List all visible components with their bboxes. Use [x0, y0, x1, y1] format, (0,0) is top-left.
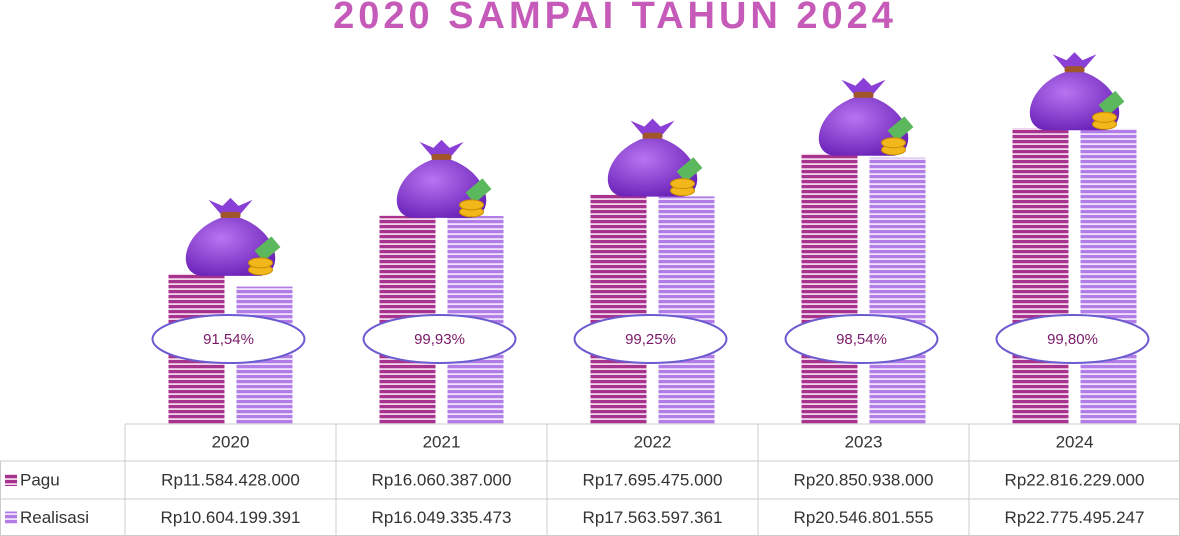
- chart-title: 2020 SAMPAI TAHUN 2024: [333, 0, 897, 37]
- coin: [1093, 112, 1117, 122]
- plot-area: 91,54% 99,93% 99,25% 98,54% 99,80%: [153, 52, 1149, 424]
- annotation: 99,80%: [1047, 331, 1098, 348]
- table-value: Rp16.049.335.473: [372, 508, 512, 527]
- table-value: Rp16.060.387.000: [372, 470, 512, 489]
- legend-swatch: [5, 512, 17, 524]
- coin: [249, 258, 273, 268]
- bag-tie: [842, 78, 886, 94]
- bag-neck: [432, 154, 452, 161]
- coin: [460, 200, 484, 210]
- coin: [882, 138, 906, 148]
- money-bag-icon: [819, 78, 914, 156]
- bar: [1081, 129, 1137, 424]
- annotation: 99,93%: [414, 331, 465, 348]
- chart: 2020 SAMPAI TAHUN 2024 91,54% 99,93% 99,25…: [0, 0, 1180, 536]
- x-tick-label: 2024: [1056, 432, 1094, 451]
- legend-label: Realisasi: [20, 508, 89, 527]
- x-tick-label: 2022: [634, 432, 672, 451]
- table-value: Rp10.604.199.391: [161, 508, 301, 527]
- data-table: 2020 2021 2022 2023 2024 Pagu Rp11.584.428.000…: [0, 424, 1180, 536]
- money-bag-icon: [397, 140, 492, 218]
- bag-tie: [420, 140, 464, 156]
- money-bag-icon: [186, 198, 281, 276]
- bag-tie: [209, 198, 253, 214]
- table-value: Rp17.563.597.361: [583, 508, 723, 527]
- legend-swatch: [5, 474, 17, 486]
- bar: [659, 196, 715, 424]
- table-value: Rp22.816.229.000: [1005, 470, 1145, 489]
- bag-tie: [631, 119, 675, 135]
- coin: [671, 179, 695, 189]
- annotation: 99,25%: [625, 331, 676, 348]
- bar: [1013, 128, 1069, 424]
- table-value: Rp20.546.801.555: [794, 508, 934, 527]
- bag-tie: [1053, 52, 1097, 68]
- table-value: Rp22.775.495.247: [1005, 508, 1145, 527]
- x-tick-label: 2023: [845, 432, 883, 451]
- table-value: Rp11.584.428.000: [161, 470, 300, 489]
- bar: [870, 158, 926, 424]
- x-tick-label: 2020: [212, 432, 250, 451]
- bar: [591, 195, 647, 424]
- annotation: 91,54%: [203, 331, 254, 348]
- table-value: Rp20.850.938.000: [794, 470, 934, 489]
- bag-neck: [221, 212, 241, 219]
- bar: [802, 154, 858, 424]
- table-value: Rp17.695.475.000: [583, 470, 723, 489]
- legend-label: Pagu: [20, 470, 60, 489]
- bag-neck: [854, 92, 874, 99]
- bag-neck: [643, 133, 663, 140]
- x-tick-label: 2021: [423, 432, 461, 451]
- money-bag-icon: [1030, 52, 1125, 130]
- money-bag-icon: [608, 119, 703, 197]
- bag-neck: [1065, 66, 1085, 73]
- annotation: 98,54%: [836, 331, 887, 348]
